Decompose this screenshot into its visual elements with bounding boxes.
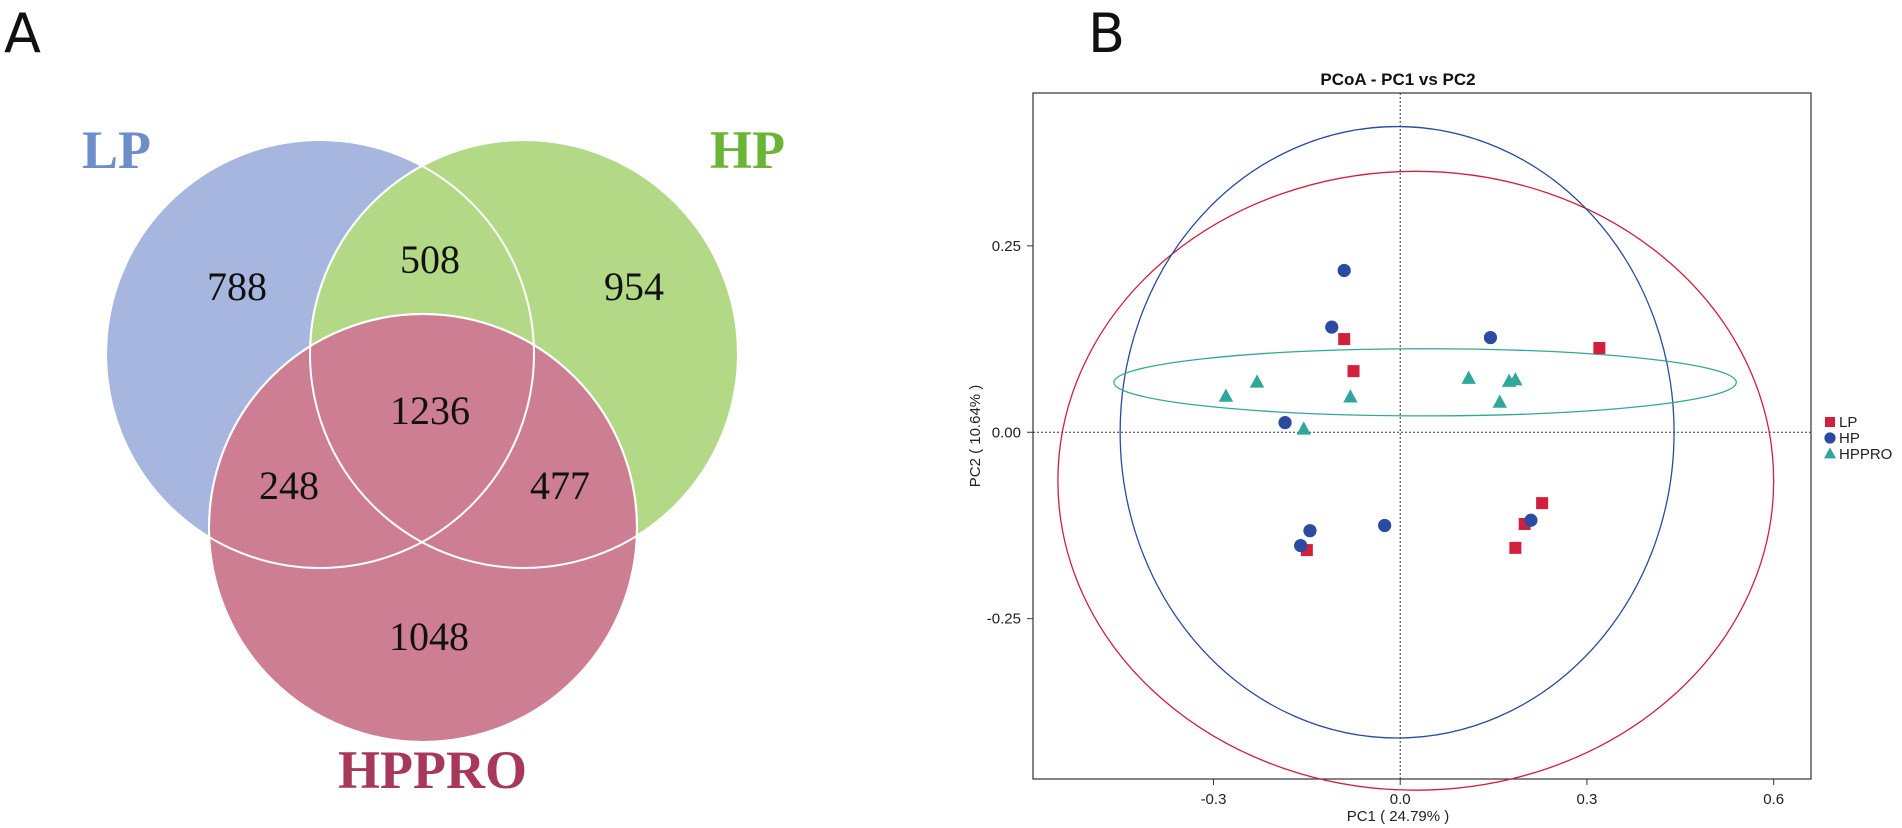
venn-count-hp-hppro: 477 <box>530 463 590 508</box>
y-tick-label: 0.25 <box>992 238 1021 255</box>
ellipse-lp <box>1057 170 1775 791</box>
axis-ticks: -0.3 0.0 0.3 0.6 0.25 0.00 -0.25 <box>987 238 1784 808</box>
y-tick-label: 0.00 <box>992 424 1021 441</box>
venn-circle-hppro <box>208 313 638 743</box>
x-axis-title: PC1 ( 24.79% ) <box>1347 808 1450 825</box>
point-lp <box>1509 541 1522 554</box>
panel-a: A LP HP HPPRO 788 954 1048 508 248 477 1… <box>4 2 785 800</box>
point-hp <box>1278 415 1292 430</box>
venn-label-hp: HP <box>710 120 785 180</box>
plot-title: PCoA - PC1 vs PC2 <box>1320 70 1475 89</box>
venn-label-hppro: HPPRO <box>338 740 527 800</box>
y-axis-title: PC2 ( 10.64% ) <box>967 385 984 488</box>
point-hp <box>1378 518 1392 533</box>
legend-label-hppro: HPPRO <box>1839 446 1892 463</box>
point-hppro <box>1249 374 1265 388</box>
plot-frame <box>1032 92 1812 780</box>
x-tick-label: 0.3 <box>1577 791 1598 808</box>
point-lp <box>1536 497 1549 510</box>
panel-b-letter: B <box>1088 2 1125 65</box>
point-hp <box>1325 320 1339 334</box>
x-tick-label: 0.6 <box>1763 791 1784 808</box>
point-hp <box>1483 330 1498 345</box>
venn-outline-lp <box>105 139 535 569</box>
legend-label-lp: LP <box>1839 414 1857 431</box>
point-lp <box>1338 333 1351 346</box>
point-hppro <box>1296 421 1311 435</box>
venn-outlines <box>105 139 739 743</box>
point-hp <box>1337 263 1351 278</box>
venn-outline-hppro <box>208 313 638 743</box>
point-lp <box>1347 365 1360 378</box>
panel-b: B PCoA - PC1 vs PC2 -0.3 0.0 0.3 0.6 0.25 0.0… <box>967 2 1892 825</box>
legend-label-hp: HP <box>1839 430 1860 447</box>
plot-area <box>1033 93 1811 791</box>
point-hppro <box>1508 372 1523 386</box>
venn-outline-hp <box>309 139 739 569</box>
venn-label-lp: LP <box>82 120 151 180</box>
x-tick-label: 0.0 <box>1390 791 1411 808</box>
venn-count-lp-only: 788 <box>207 264 267 309</box>
point-lp <box>1593 342 1606 355</box>
point-hp <box>1524 513 1538 527</box>
point-hppro <box>1492 394 1507 408</box>
venn-count-lp-hppro: 248 <box>259 463 319 508</box>
ellipse-hp <box>1119 125 1675 739</box>
point-hp <box>1294 539 1308 553</box>
venn-count-hppro-only: 1048 <box>389 614 469 659</box>
point-hppro <box>1461 370 1476 384</box>
legend-marker-hp <box>1824 432 1836 444</box>
ellipse-hppro <box>1113 348 1737 417</box>
legend-marker-hppro <box>1824 447 1836 459</box>
venn-count-all: 1236 <box>390 388 470 433</box>
venn-count-hp-only: 954 <box>604 264 664 309</box>
panel-a-letter: A <box>4 2 41 65</box>
point-hp <box>1303 524 1317 538</box>
venn-diagram <box>105 139 739 743</box>
venn-count-lp-hp: 508 <box>400 237 460 282</box>
point-hppro <box>1218 388 1234 402</box>
point-hppro <box>1343 389 1358 403</box>
legend-marker-lp <box>1825 417 1835 427</box>
x-tick-label: -0.3 <box>1201 791 1227 808</box>
y-tick-label: -0.25 <box>987 611 1021 628</box>
